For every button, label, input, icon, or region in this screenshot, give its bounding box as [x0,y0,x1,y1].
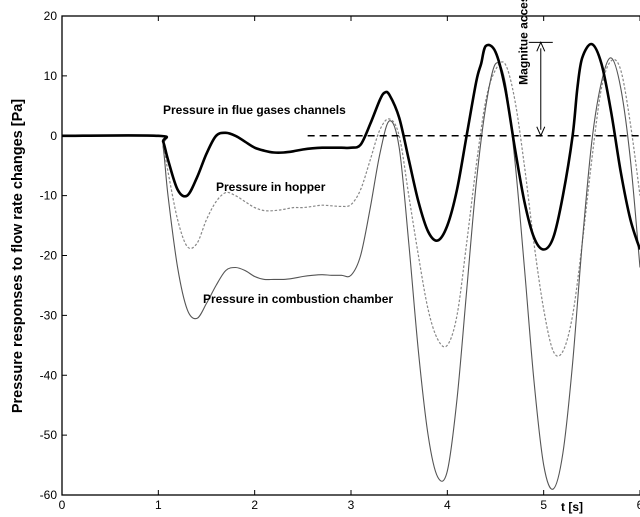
plot-area [61,15,640,496]
series-layer [62,42,640,490]
x-tick-label: 4 [444,498,451,512]
x-tick-label: 1 [155,498,162,512]
series-combustion-chamber-line [62,57,640,490]
annotation-flue-gases: Pressure in flue gases channels [163,103,346,117]
y-tick-label: 10 [44,69,58,83]
y-tick-label: -20 [40,249,58,263]
y-tick-label: -50 [40,428,58,442]
series-hopper-line [62,58,640,357]
x-tick-label: 2 [251,498,258,512]
magnitude-arrow-head-down [536,126,546,137]
x-tick-label: 6 [637,498,640,512]
annotation-hopper: Pressure in hopper [216,180,326,194]
axis-ticks: 0 1 2 3 4 5 6 20 10 0 -10 -20 -30 -40 -50 -60 [40,9,640,512]
y-tick-label: 0 [50,129,57,143]
series-flue-gases-line [62,42,640,251]
x-tick-label: 3 [348,498,355,512]
annotation-combustion-chamber: Pressure in combustion chamber [203,292,393,306]
x-tick-label: 0 [59,498,66,512]
y-tick-label: -60 [40,488,58,502]
y-tick-label: -30 [40,308,58,322]
annotation-magnitude: Magnitue access [516,0,530,85]
y-tick-label: 20 [44,9,58,23]
magnitude-arrow [528,41,553,137]
y-axis-label: Pressure responses to flow rate changes … [10,99,26,413]
y-tick-label: -10 [40,189,58,203]
x-axis-label: t [s] [561,500,583,514]
y-tick-label: -40 [40,368,58,382]
plot-frame [61,15,640,496]
x-tick-label: 5 [540,498,547,512]
